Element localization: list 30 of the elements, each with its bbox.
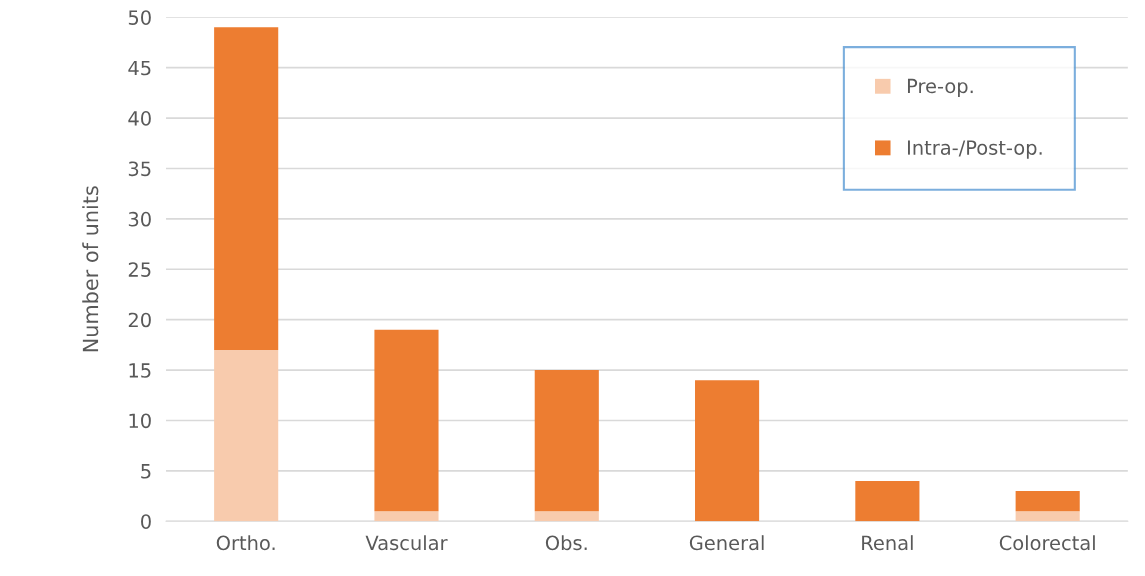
y-tick-label: 5 (141, 464, 151, 479)
y-tick-label: 45 (128, 60, 151, 76)
y-axis-title: Number of units (82, 186, 99, 352)
y-tick-label: 30 (128, 211, 151, 227)
bar (214, 27, 279, 350)
x-tick-label: General (689, 535, 764, 551)
y-tick-label: 50 (128, 10, 151, 25)
y-tick-label: 10 (129, 413, 151, 429)
bar (1015, 491, 1080, 512)
y-tick-label: 40 (128, 111, 151, 126)
x-tick-label: Ortho. (216, 535, 275, 551)
y-tick-label: 0 (141, 514, 151, 529)
bar (534, 370, 599, 512)
bar (374, 511, 439, 522)
x-tick-label: Obs. (545, 535, 587, 551)
x-tick-label: Colorectal (999, 535, 1095, 551)
bar (374, 329, 439, 512)
bar (695, 380, 760, 522)
x-tick-label: Renal (862, 535, 913, 551)
y-tick-label: 25 (128, 262, 151, 277)
y-tick-label: 20 (128, 312, 151, 328)
bar (1015, 511, 1080, 522)
bar (855, 480, 920, 522)
bar (214, 349, 279, 522)
x-tick-label: Vascular (365, 535, 448, 551)
bar (534, 511, 599, 522)
y-tick-label: 15 (129, 363, 151, 378)
legend-label: Pre-op. (907, 78, 973, 98)
y-tick-label: 35 (128, 161, 151, 177)
legend-label: Intra-/Post-op. (907, 140, 1042, 159)
